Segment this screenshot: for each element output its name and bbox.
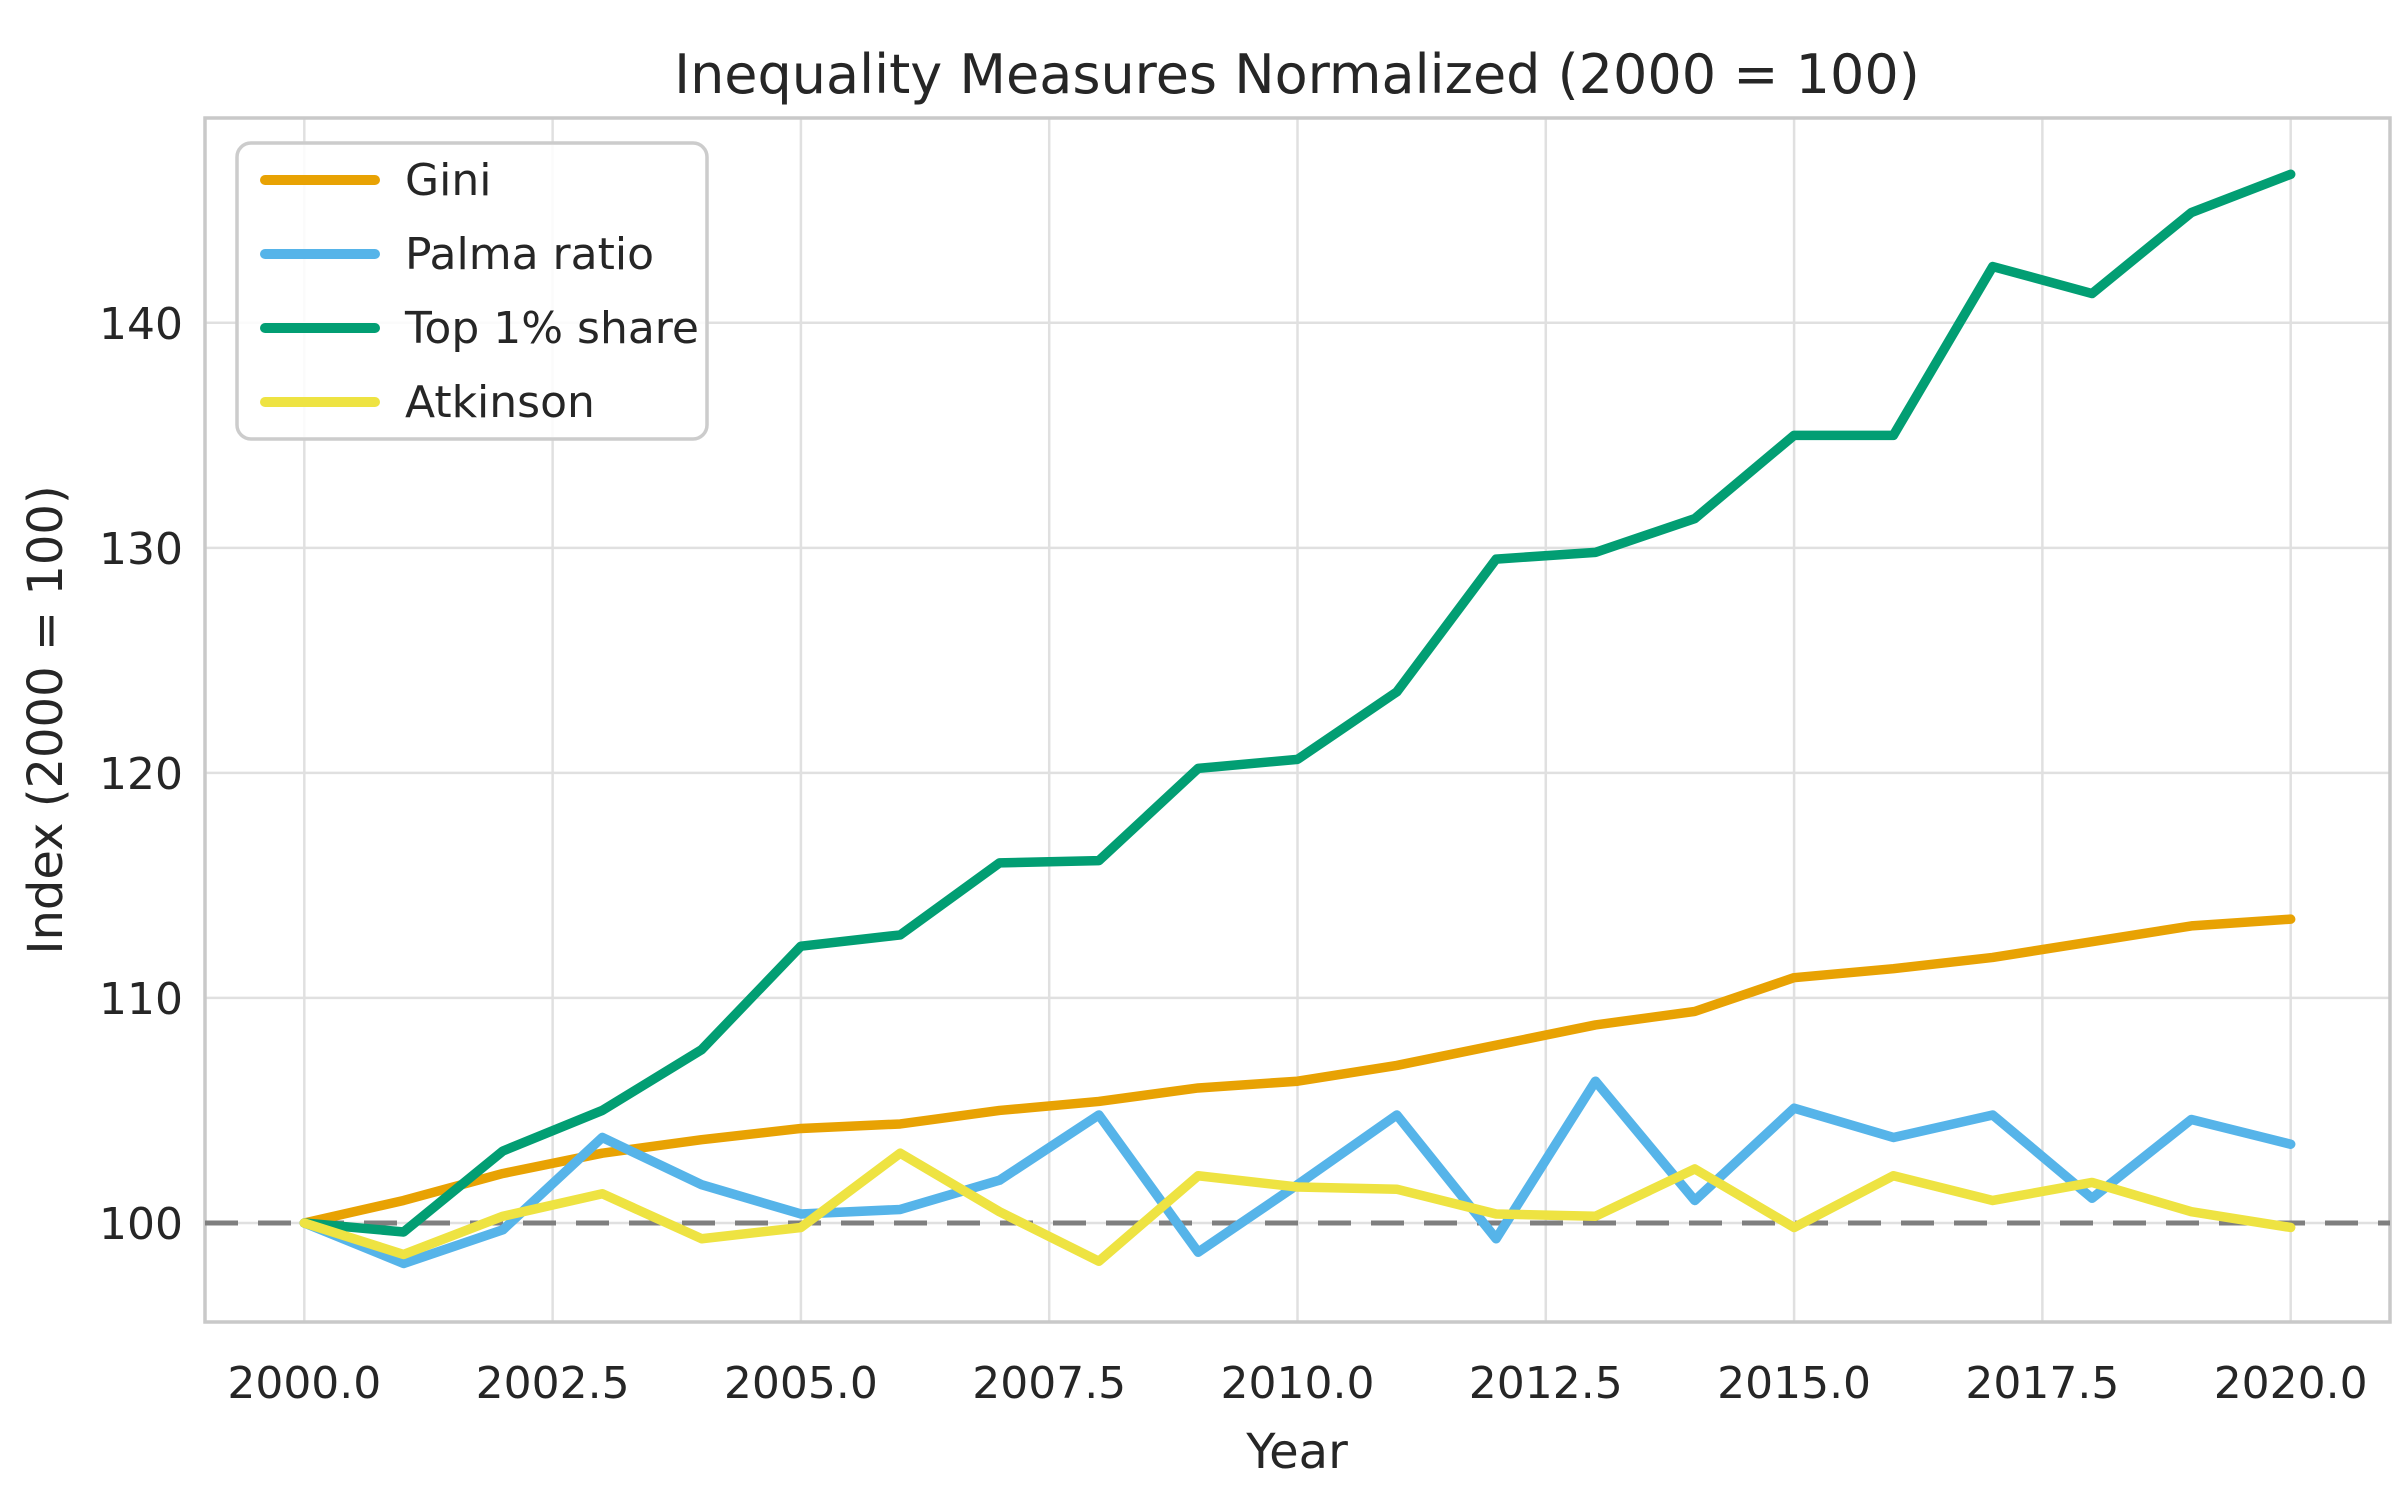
x-tick-label-2007.5: 2007.5	[972, 1358, 1126, 1409]
chart-title: Inequality Measures Normalized (2000 = 1…	[674, 43, 1920, 106]
x-tick-label-2017.5: 2017.5	[1965, 1358, 2119, 1409]
axes-spines	[203, 116, 2392, 1324]
x-tick-label-2015.0: 2015.0	[1717, 1358, 1871, 1409]
y-axis-label: Index (2000 = 100)	[18, 485, 74, 954]
series-line-top-1-share	[299, 169, 2296, 1237]
y-tick-label-120: 120	[99, 749, 183, 800]
x-axis-label: Year	[1245, 1424, 1348, 1480]
y-tick-label-110: 110	[99, 974, 183, 1025]
y-tick-label-130: 130	[99, 524, 183, 575]
y-tick-label-100: 100	[99, 1199, 183, 1250]
tick-label-layer: 2000.0 2002.5 2005.0 2007.5 2010.0 2012.5 2015…	[99, 299, 2368, 1409]
legend-label-palma-ratio: Palma ratio	[405, 229, 654, 280]
series-line-atkinson	[299, 1148, 2296, 1266]
series-layer	[299, 169, 2296, 1269]
x-tick-label-2010.0: 2010.0	[1221, 1358, 1375, 1409]
x-tick-label-2005.0: 2005.0	[724, 1358, 878, 1409]
y-tick-label-140: 140	[99, 299, 183, 350]
legend-label-gini: Gini	[405, 155, 491, 206]
legend: Gini Palma ratio Top 1% share Atkinson	[235, 141, 709, 441]
legend-label-top-1-share: Top 1% share	[404, 303, 699, 354]
legend-box	[235, 141, 709, 441]
x-tick-label-2000.0: 2000.0	[227, 1358, 381, 1409]
x-tick-label-2020.0: 2020.0	[2214, 1358, 2368, 1409]
x-tick-label-2002.5: 2002.5	[476, 1358, 630, 1409]
x-tick-label-2012.5: 2012.5	[1469, 1358, 1623, 1409]
grid-layer	[203, 116, 2392, 1324]
legend-label-atkinson: Atkinson	[405, 377, 595, 428]
